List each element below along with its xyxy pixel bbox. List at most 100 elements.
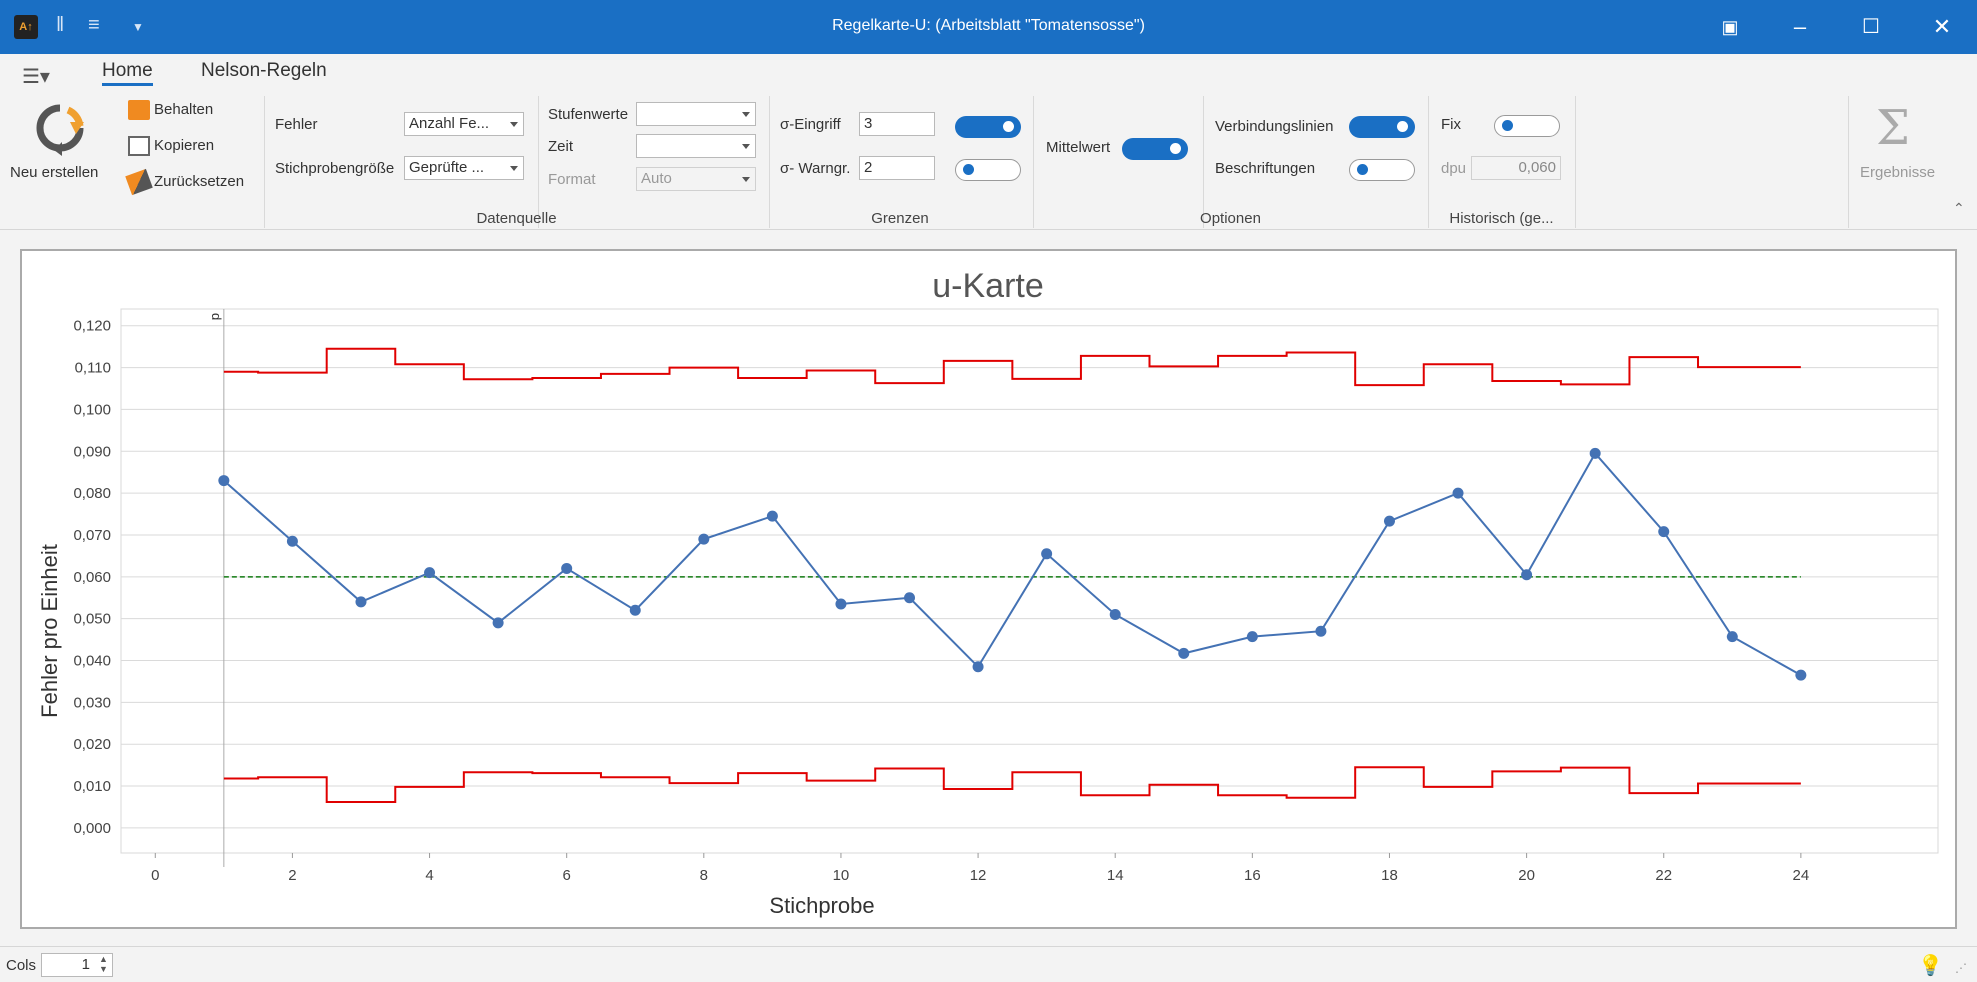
- labels-toggle[interactable]: [1349, 159, 1415, 181]
- stufen-combo[interactable]: [636, 102, 756, 126]
- x-tick-label: 8: [700, 867, 708, 884]
- y-tick-label: 0,110: [75, 360, 111, 377]
- data-point: [766, 510, 778, 522]
- data-point: [1589, 447, 1601, 459]
- dpu-label: dpu: [1441, 160, 1467, 177]
- data-point: [286, 535, 298, 547]
- close-button[interactable]: ✕: [1932, 14, 1952, 39]
- x-tick-label: 0: [151, 867, 159, 884]
- chart-title: u-Karte: [932, 267, 1044, 305]
- plot-area: 0,000 0,010 0,020 0,030 0,040 0,050 0,060 0,070…: [73, 308, 1939, 884]
- data-point: [835, 598, 847, 610]
- fehler-combo[interactable]: Anzahl Fe...: [404, 112, 524, 136]
- separator: [1848, 96, 1849, 228]
- quick-access-dropdown-icon[interactable]: ▼: [132, 20, 144, 34]
- data-point: [1041, 548, 1053, 560]
- chevron-down-icon: [510, 122, 518, 127]
- results-button: Σ Ergebnisse: [1858, 100, 1942, 200]
- eingriff-toggle[interactable]: [955, 116, 1021, 138]
- warn-toggle[interactable]: [955, 159, 1021, 181]
- warn-input[interactable]: 2: [859, 156, 935, 180]
- y-axis-label: Fehler pro Einheit: [37, 544, 62, 718]
- data-point: [1315, 625, 1327, 637]
- sigma-icon: Σ: [1876, 100, 1910, 156]
- separator: [1033, 96, 1034, 228]
- stichprobe-label: Stichprobengröße: [275, 160, 395, 177]
- group-label-optionen: Optionen: [1200, 210, 1261, 227]
- keep-button[interactable]: Behalten: [128, 100, 213, 120]
- data-point: [904, 592, 916, 604]
- format-label: Format: [548, 171, 596, 188]
- lines-label: Verbindungslinien: [1215, 118, 1334, 135]
- collapse-ribbon-icon[interactable]: ⌃: [1953, 200, 1965, 216]
- stepper-arrows-icon[interactable]: ▲ ▼: [99, 954, 108, 974]
- columns-icon[interactable]: ‖: [56, 14, 65, 36]
- series-line: [223, 451, 1802, 677]
- x-tick-label: 20: [1518, 867, 1535, 884]
- y-tick-label: 0,060: [73, 569, 111, 586]
- resize-grip-icon: ⋰: [1955, 961, 1967, 975]
- data-point: [698, 533, 710, 545]
- cols-stepper[interactable]: 1: [41, 953, 113, 977]
- separator: [538, 96, 539, 228]
- title-bar: A↑ ‖ ≡ ▼ Regelkarte-U: (Arbeitsblatt "To…: [0, 0, 1977, 54]
- dpu-input: 0,060: [1471, 156, 1561, 180]
- group-label-grenzen: Grenzen: [871, 210, 929, 227]
- group-label-historisch: Historisch (ge...: [1449, 210, 1554, 227]
- x-tick-label: 10: [833, 867, 850, 884]
- x-tick-label: 14: [1107, 867, 1124, 884]
- data-point: [629, 604, 641, 616]
- lcl-line: [223, 766, 1801, 803]
- chevron-down-icon: [742, 144, 750, 149]
- data-point: [972, 661, 984, 673]
- fix-toggle[interactable]: [1494, 115, 1560, 137]
- mean-toggle[interactable]: [1122, 138, 1188, 160]
- data-point: [492, 617, 504, 629]
- minimize-button[interactable]: –: [1793, 14, 1807, 39]
- fix-label: Fix: [1441, 116, 1461, 133]
- format-combo: Auto: [636, 167, 756, 191]
- y-tick-label: 0,090: [73, 443, 111, 460]
- tab-home[interactable]: Home: [102, 60, 153, 86]
- chevron-down-icon: [742, 112, 750, 117]
- data-point: [355, 596, 367, 608]
- file-menu-icon[interactable]: ☰▾: [22, 66, 50, 88]
- eingriff-input[interactable]: 3: [859, 112, 935, 136]
- u-chart: u-Karte Stichprobe Fehler pro Einheit 0,…: [37, 267, 1939, 918]
- y-tick-label: 0,120: [73, 318, 111, 335]
- zeit-combo[interactable]: [636, 134, 756, 158]
- ucl-line: [223, 347, 1801, 387]
- data-point: [1178, 647, 1190, 659]
- y-tick-label: 0,000: [73, 820, 111, 837]
- y-tick-label: 0,050: [73, 611, 111, 628]
- data-point: [1795, 669, 1807, 681]
- new-button[interactable]: Neu erstellen: [8, 100, 112, 210]
- group-label-datenquelle: Datenquelle: [476, 210, 557, 227]
- separator: [769, 96, 770, 228]
- lines-toggle[interactable]: [1349, 116, 1415, 138]
- data-point: [1383, 515, 1395, 527]
- lightbulb-icon[interactable]: 💡: [1918, 955, 1943, 977]
- mean-label: Mittelwert: [1046, 139, 1111, 156]
- data-point: [1658, 526, 1670, 538]
- copy-button[interactable]: Kopieren: [128, 136, 214, 156]
- plot-border: [120, 308, 1939, 854]
- stufen-label: Stufenwerte: [548, 106, 629, 123]
- data-point: [1726, 631, 1738, 643]
- separator: [264, 96, 265, 228]
- stichprobe-combo[interactable]: Geprüfte ...: [404, 156, 524, 180]
- y-tick-label: 0,020: [73, 736, 111, 753]
- zeit-label: Zeit: [548, 138, 574, 155]
- cols-label: Cols: [6, 957, 37, 974]
- status-bar: Cols 1 ▲ ▼ 💡 ⋰: [0, 946, 1977, 982]
- maximize-button[interactable]: ☐: [1862, 16, 1880, 38]
- x-tick-label: 12: [970, 867, 987, 884]
- app-logo-icon: A↑: [14, 15, 38, 39]
- y-tick-label: 0,010: [73, 778, 111, 795]
- tab-nelson-regeln[interactable]: Nelson-Regeln: [201, 60, 327, 81]
- reset-button[interactable]: Zurücksetzen: [125, 168, 244, 196]
- y-tick-label: 0,080: [73, 485, 111, 502]
- restore-layout-icon[interactable]: ▣: [1721, 17, 1739, 37]
- y-tick-label: 0,040: [73, 653, 111, 670]
- hamburger-icon[interactable]: ≡: [88, 14, 100, 36]
